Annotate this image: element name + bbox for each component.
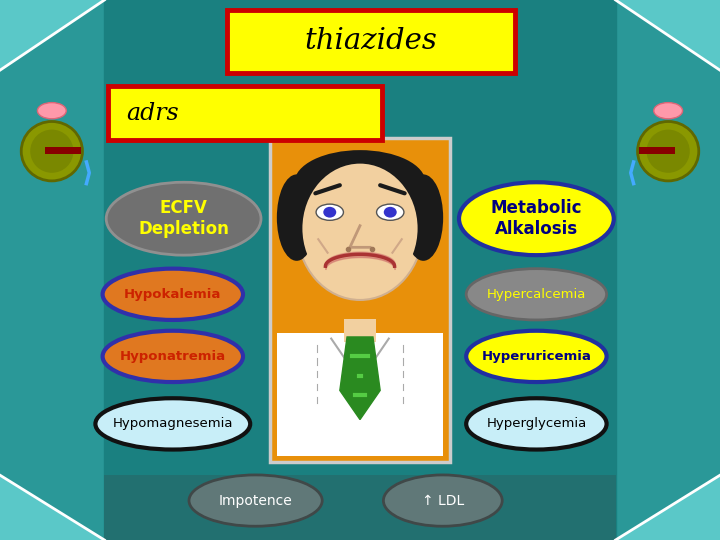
FancyBboxPatch shape: [227, 10, 515, 73]
Ellipse shape: [467, 399, 606, 449]
Text: adrs: adrs: [126, 102, 179, 125]
Polygon shape: [616, 475, 720, 540]
Text: thiazides: thiazides: [305, 27, 437, 55]
Ellipse shape: [102, 330, 243, 382]
Text: Hypomagnesemia: Hypomagnesemia: [112, 417, 233, 430]
Ellipse shape: [302, 164, 418, 293]
Ellipse shape: [654, 103, 683, 119]
Polygon shape: [616, 0, 720, 540]
FancyBboxPatch shape: [270, 138, 450, 462]
Ellipse shape: [189, 475, 323, 526]
Ellipse shape: [647, 130, 690, 173]
Ellipse shape: [277, 174, 317, 261]
FancyBboxPatch shape: [344, 319, 376, 342]
FancyBboxPatch shape: [45, 147, 81, 154]
FancyBboxPatch shape: [108, 86, 382, 140]
Ellipse shape: [403, 174, 443, 261]
Polygon shape: [0, 475, 104, 540]
Ellipse shape: [383, 475, 503, 526]
Polygon shape: [0, 0, 104, 540]
Ellipse shape: [37, 103, 66, 119]
Ellipse shape: [107, 183, 261, 255]
Ellipse shape: [297, 157, 423, 300]
Ellipse shape: [316, 204, 343, 220]
FancyBboxPatch shape: [104, 475, 616, 540]
Ellipse shape: [21, 122, 82, 181]
FancyBboxPatch shape: [639, 147, 675, 154]
Ellipse shape: [323, 207, 336, 218]
Ellipse shape: [95, 399, 251, 449]
Ellipse shape: [30, 130, 73, 173]
Ellipse shape: [384, 207, 397, 218]
Text: Hyperglycemia: Hyperglycemia: [486, 417, 587, 430]
Ellipse shape: [102, 268, 243, 320]
Text: Hypokalemia: Hypokalemia: [124, 288, 222, 301]
Polygon shape: [616, 0, 720, 70]
Text: Impotence: Impotence: [219, 494, 292, 508]
Ellipse shape: [459, 183, 613, 255]
Ellipse shape: [324, 261, 396, 293]
Text: Hyperuricemia: Hyperuricemia: [482, 350, 591, 363]
Text: ECFV
Depletion: ECFV Depletion: [138, 199, 229, 238]
Text: ↑ LDL: ↑ LDL: [422, 494, 464, 508]
Ellipse shape: [294, 150, 426, 215]
Ellipse shape: [377, 204, 404, 220]
Text: Hyponatremia: Hyponatremia: [120, 350, 226, 363]
Ellipse shape: [467, 268, 606, 320]
Polygon shape: [340, 337, 380, 420]
Text: Metabolic
Alkalosis: Metabolic Alkalosis: [490, 199, 582, 238]
Ellipse shape: [467, 330, 606, 382]
Polygon shape: [104, 0, 616, 540]
Text: Hypercalcemia: Hypercalcemia: [487, 288, 586, 301]
Ellipse shape: [638, 122, 699, 181]
FancyBboxPatch shape: [277, 333, 443, 456]
Polygon shape: [0, 0, 104, 70]
